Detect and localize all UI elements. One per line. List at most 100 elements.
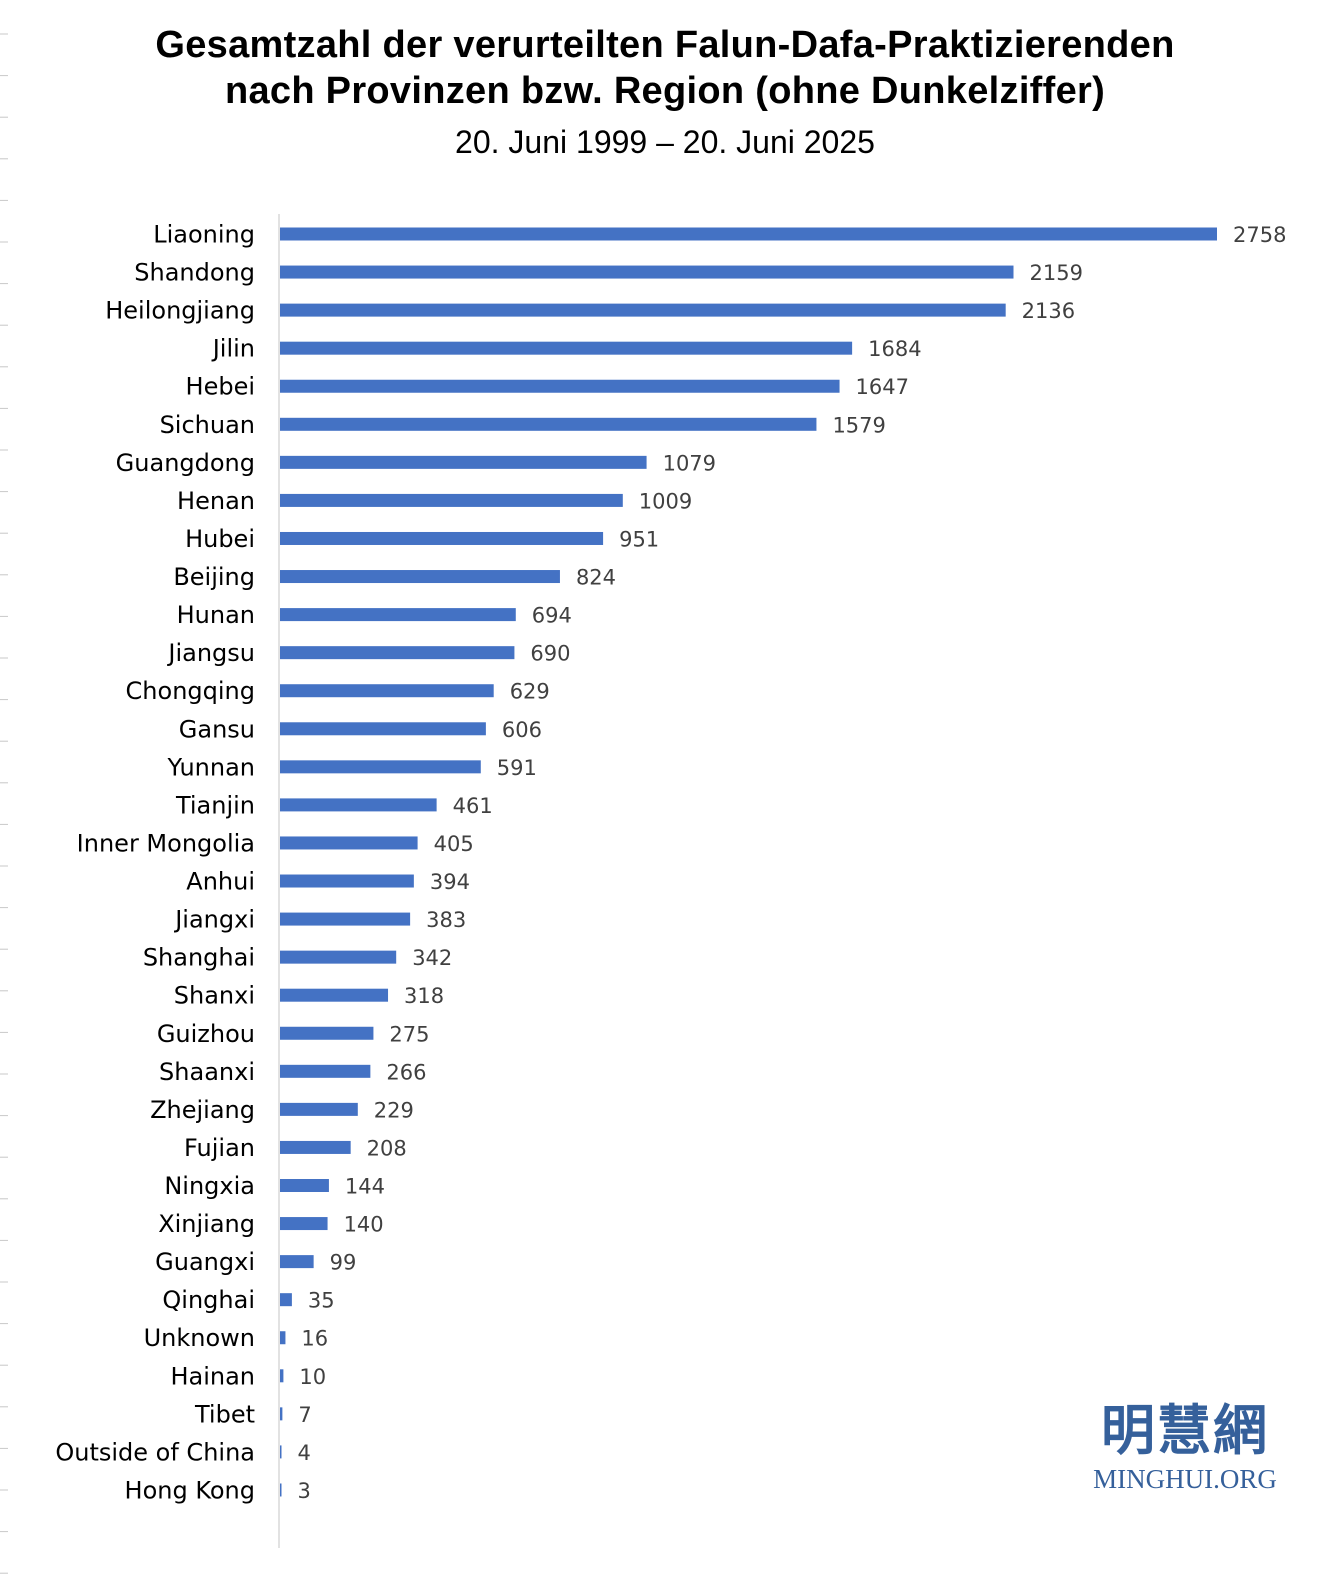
category-label: Sichuan: [160, 411, 255, 439]
category-label: Shanghai: [143, 944, 255, 972]
bar: [280, 379, 840, 393]
category-label: Jiangsu: [166, 639, 255, 667]
data-label: 16: [301, 1327, 328, 1351]
bar: [280, 531, 604, 545]
data-label: 690: [530, 642, 570, 666]
bar: [280, 1483, 282, 1497]
data-label: 266: [386, 1060, 426, 1084]
bar: [280, 1445, 282, 1459]
bar: [280, 341, 853, 355]
bar: [280, 1179, 329, 1192]
data-label: 629: [510, 680, 550, 704]
category-label: Anhui: [186, 868, 255, 896]
bar: [280, 1293, 292, 1307]
data-label: 1079: [663, 451, 716, 475]
data-label: 342: [412, 946, 452, 970]
bar: [280, 1064, 371, 1078]
bar: [280, 1217, 328, 1231]
category-label: Shaanxi: [159, 1058, 255, 1086]
data-label: 694: [532, 604, 572, 628]
category-label: Xinjiang: [158, 1210, 255, 1238]
category-label: Hebei: [186, 373, 255, 401]
bar: [280, 988, 389, 1002]
category-label: Hainan: [170, 1362, 255, 1390]
bar: [280, 1026, 374, 1040]
category-label: Shanxi: [174, 982, 255, 1010]
watermark-chinese-text: 明慧網: [1101, 1398, 1269, 1462]
category-label: Hubei: [185, 525, 255, 553]
data-label: 2159: [1029, 261, 1082, 285]
bar: [280, 303, 1006, 317]
category-label: Jiangxi: [173, 906, 255, 934]
data-label: 35: [308, 1289, 335, 1313]
bar: [280, 760, 481, 774]
category-label: Guangxi: [155, 1248, 255, 1276]
data-label: 1009: [639, 489, 692, 513]
data-label: 1647: [856, 375, 909, 399]
data-label: 99: [330, 1251, 357, 1275]
category-label: Beijing: [173, 563, 255, 591]
data-label: 2758: [1233, 223, 1286, 247]
data-label: 383: [426, 908, 466, 932]
bar: [280, 836, 418, 850]
data-label: 824: [576, 566, 616, 590]
data-label: 10: [299, 1365, 326, 1389]
bar: [280, 874, 414, 888]
bar: [280, 1407, 283, 1421]
category-label: Chongqing: [126, 677, 255, 705]
bar: [280, 1369, 284, 1383]
category-label: Guangdong: [116, 449, 255, 477]
data-label: 4: [298, 1441, 311, 1465]
category-label: Ningxia: [164, 1172, 255, 1200]
data-label: 208: [367, 1136, 407, 1160]
bar: [280, 493, 623, 507]
category-label: Jilin: [211, 335, 255, 363]
data-label: 461: [453, 794, 493, 818]
bar: [280, 455, 647, 469]
bar: [280, 227, 1217, 241]
category-label: Heilongjiang: [105, 297, 255, 325]
bar: [280, 798, 437, 812]
category-label: Hong Kong: [125, 1476, 255, 1504]
category-label: Shandong: [134, 259, 255, 287]
category-label: Zhejiang: [150, 1096, 255, 1124]
bar: [280, 1140, 351, 1154]
bar: [280, 912, 411, 926]
category-label: Unknown: [144, 1324, 255, 1352]
bar: [280, 684, 494, 698]
category-label: Tianjin: [175, 791, 255, 819]
category-label: Outside of China: [55, 1438, 255, 1466]
category-label: Liaoning: [153, 221, 255, 249]
data-label: 1684: [868, 337, 921, 361]
category-label: Tibet: [194, 1400, 255, 1428]
data-label: 1579: [832, 413, 885, 437]
category-label: Gansu: [179, 715, 255, 743]
category-label: Inner Mongolia: [77, 829, 255, 857]
bar: [280, 646, 515, 660]
chart-subtitle: 20. Juni 1999 – 20. Juni 2025: [455, 124, 875, 160]
data-label: 318: [404, 984, 444, 1008]
category-label: Fujian: [184, 1134, 255, 1162]
data-label: 2136: [1022, 299, 1075, 323]
bar: [280, 417, 817, 431]
chart-title-line-1: Gesamtzahl der verurteilten Falun-Dafa-P…: [155, 24, 1175, 66]
minghui-watermark: 明慧網 MINGHUI.ORG: [1080, 1398, 1290, 1494]
data-label: 606: [502, 718, 542, 742]
category-label: Guizhou: [157, 1020, 255, 1048]
category-label: Yunnan: [167, 753, 255, 781]
data-label: 144: [345, 1175, 385, 1199]
bar: [280, 608, 516, 622]
bar: [280, 1102, 358, 1116]
data-label: 591: [497, 756, 537, 780]
data-label: 3: [298, 1479, 311, 1503]
category-label: Henan: [177, 487, 255, 515]
data-label: 951: [619, 527, 659, 551]
left-edge-tick-marks: [0, 33, 8, 1574]
data-label: 140: [344, 1213, 384, 1237]
data-label: 275: [389, 1022, 429, 1046]
data-label: 405: [434, 832, 474, 856]
bar: [280, 1331, 286, 1345]
chart-title-line-2: nach Provinzen bzw. Region (ohne Dunkelz…: [224, 70, 1106, 112]
data-label: 394: [430, 870, 470, 894]
